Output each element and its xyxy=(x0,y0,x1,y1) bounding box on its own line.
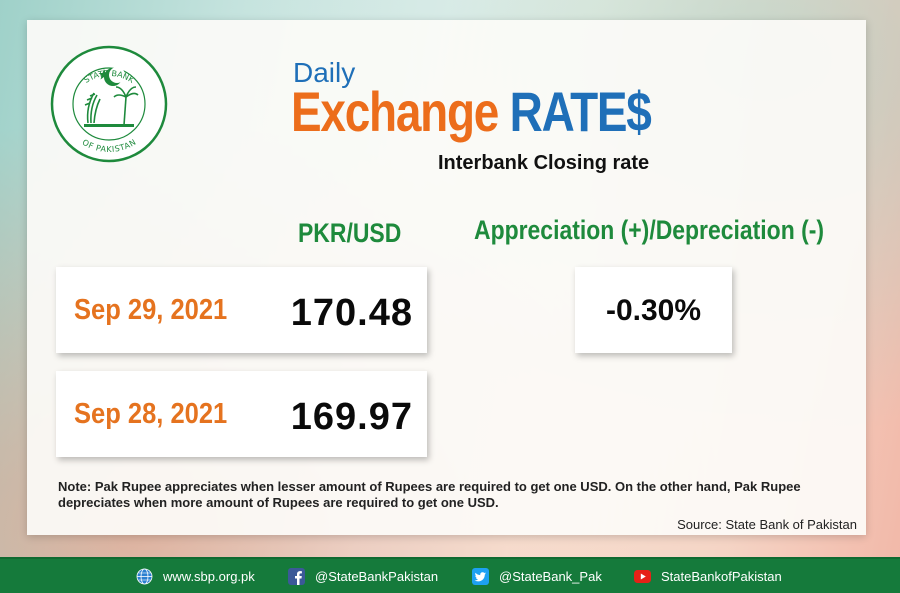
footer-website-text: www.sbp.org.pk xyxy=(163,568,255,584)
footer-youtube-link[interactable]: StateBankofPakistan xyxy=(634,566,782,586)
globe-icon xyxy=(136,568,153,585)
footer-website-link[interactable]: www.sbp.org.pk xyxy=(136,566,255,586)
rate-date: Sep 28, 2021 xyxy=(74,398,228,430)
title-daily: Daily xyxy=(293,57,356,88)
facebook-icon xyxy=(288,567,305,585)
footer-facebook-text: @StateBankPakistan xyxy=(315,568,439,584)
column-header-pair: PKR/USD xyxy=(298,218,402,248)
footnote: Note: Pak Rupee appreciates when lesser … xyxy=(58,479,801,510)
youtube-icon xyxy=(634,568,651,585)
page-subtitle: Interbank Closing rate xyxy=(438,152,650,174)
footer-youtube-text: StateBankofPakistan xyxy=(661,568,782,584)
rate-row-today: Sep 29, 2021 170.48 xyxy=(56,267,427,353)
change-value: -0.30% xyxy=(605,294,702,327)
rate-row-previous: Sep 28, 2021 169.97 xyxy=(56,371,427,457)
title-word-exchange: Exchange xyxy=(291,80,499,143)
rate-date: Sep 29, 2021 xyxy=(74,294,228,326)
change-box: -0.30% xyxy=(575,267,732,353)
title-word-rates: RATE$ xyxy=(509,80,652,143)
footer-twitter-link[interactable]: @StateBank_Pak xyxy=(472,566,602,586)
footer-twitter-text: @StateBank_Pak xyxy=(499,568,602,584)
source-credit: Source: State Bank of Pakistan xyxy=(677,517,857,532)
page-title: Exchange RATE$ xyxy=(291,84,652,140)
rate-value: 169.97 xyxy=(290,396,413,438)
sbp-seal-logo: STATE BANK OF PAKISTAN xyxy=(50,45,168,163)
footer-facebook-link[interactable]: @StateBankPakistan xyxy=(288,566,438,586)
column-header-change: Appreciation (+)/Depreciation (-) xyxy=(474,215,825,245)
footer-bar: www.sbp.org.pk @StateBankPakistan @State… xyxy=(0,557,900,593)
rate-value: 170.48 xyxy=(290,292,413,334)
twitter-icon xyxy=(472,567,489,585)
